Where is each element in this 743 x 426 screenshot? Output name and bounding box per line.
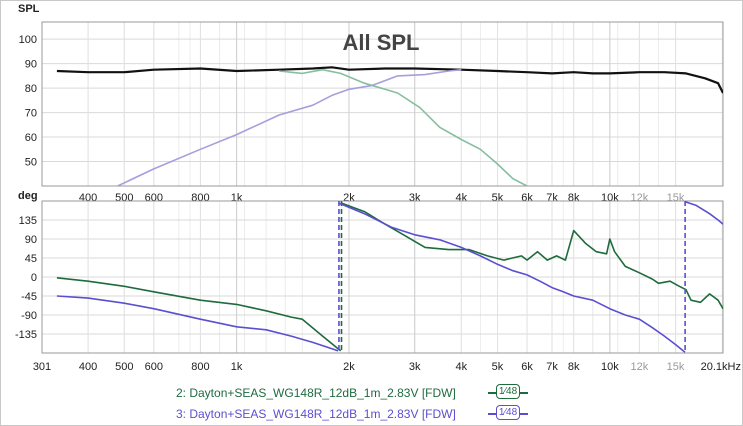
x-tick-label: 7k [546, 361, 558, 373]
series-group [56, 66, 723, 186]
x-tick-label: 400 [79, 361, 97, 373]
y-tick-label: 90 [25, 234, 37, 246]
legend-label-2: 2: Dayton+SEAS_WG148R_12dB_1m_2.83V [FDW… [176, 386, 456, 400]
y-tick-label: 135 [19, 215, 37, 227]
x-tick-label: 10k [601, 361, 619, 373]
x-tick-label: 4k [456, 361, 468, 373]
x-tick-label: 8k [568, 361, 580, 373]
y-tick-label: 45 [25, 253, 37, 265]
smoothing-box-3[interactable]: 1⁄48 [496, 405, 520, 420]
y-tick-label: 50 [25, 157, 37, 169]
x-tick-label: 301 [33, 361, 51, 373]
series-group [56, 201, 723, 353]
legend-swatch-2: 1⁄48 [488, 384, 528, 400]
plot-frame [41, 200, 724, 354]
phase-series-line [56, 201, 723, 353]
y-tick-label: 100 [19, 34, 37, 46]
x-tick-label: 500 [115, 361, 133, 373]
legend-label-3: 3: Dayton+SEAS_WG148R_12dB_1m_2.83V [FDW… [176, 407, 456, 421]
y-tick-label: 70 [25, 108, 37, 120]
y-axis-title: SPL [18, 3, 40, 15]
y-tick-label: 0 [31, 272, 37, 284]
y-tick-label: -90 [21, 310, 37, 322]
x-tick-label: 1k [231, 361, 243, 373]
x-axis: 301 400 500 600 800 1k 2k 3k 4k 5k 6k 7k 8k 10k 12k 15k… [33, 201, 741, 373]
x-tick-label: 800 [191, 361, 209, 373]
y-tick-label: 60 [25, 132, 37, 144]
y-tick-label: -45 [21, 291, 37, 303]
plot-frame [41, 21, 724, 187]
x-tick-label: 3k [409, 361, 421, 373]
y-axis-title: deg [18, 190, 38, 202]
y-tick-label: 80 [25, 83, 37, 95]
phase-series-line [56, 202, 723, 352]
x-tick-label: 600 [145, 361, 163, 373]
x-tick-label: 5k [492, 361, 504, 373]
x-tick-label: 15k [667, 361, 685, 373]
y-tick-label: 90 [25, 59, 37, 71]
smoothing-box-2[interactable]: 1⁄48 [496, 384, 520, 399]
phase-panel: -135 -90 -45 0 45 90 135 301 400 500 600 800 1k 2k 3k 4… [15, 190, 741, 373]
legend-swatch-3: 1⁄48 [488, 405, 528, 421]
y-tick-label: -135 [15, 329, 37, 341]
x-tick-label: 6k [521, 361, 533, 373]
x-tick-label: 20.1kHz [701, 361, 741, 373]
spl-series-line [279, 68, 528, 186]
chart-title: All SPL [342, 30, 419, 55]
spl-series-line [117, 68, 462, 186]
x-tick-label: 2k [343, 361, 355, 373]
x-tick-label: 12k [631, 361, 649, 373]
